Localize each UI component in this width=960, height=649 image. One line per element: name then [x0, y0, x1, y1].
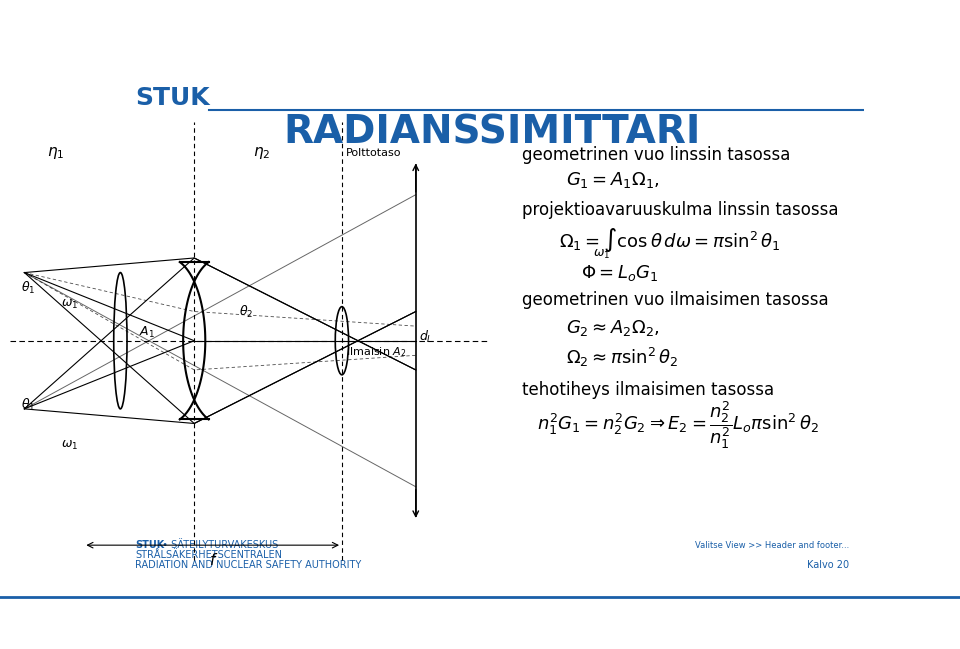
Text: $\theta_2$: $\theta_2$ [238, 304, 252, 321]
Text: $\omega_1$: $\omega_1$ [61, 298, 79, 311]
Text: RADIANSSIMITTARI: RADIANSSIMITTARI [283, 114, 701, 152]
Text: STUK: STUK [134, 86, 209, 110]
Text: STRÅLSÄKERHETSCENTRALEN: STRÅLSÄKERHETSCENTRALEN [134, 550, 282, 560]
Text: $\omega_1$: $\omega_1$ [593, 248, 611, 261]
Text: $\theta_1$: $\theta_1$ [21, 280, 36, 296]
Text: Polttotaso: Polttotaso [346, 148, 401, 158]
Text: STUK: STUK [134, 540, 164, 550]
Text: $\eta_2$: $\eta_2$ [253, 145, 271, 161]
Text: Valitse View >> Header and footer...: Valitse View >> Header and footer... [695, 541, 849, 550]
Text: $\omega_1$: $\omega_1$ [61, 439, 79, 452]
Text: $f$: $f$ [209, 552, 218, 568]
Text: geometrinen vuo linssin tasossa: geometrinen vuo linssin tasossa [522, 146, 790, 164]
Text: $d_L$: $d_L$ [420, 329, 434, 345]
Text: $\Phi = L_o G_1$: $\Phi = L_o G_1$ [581, 263, 659, 283]
Text: projektioavaruuskulma linssin tasossa: projektioavaruuskulma linssin tasossa [522, 201, 838, 219]
Text: Kalvo 20: Kalvo 20 [807, 560, 849, 570]
Text: RADIATION AND NUCLEAR SAFETY AUTHORITY: RADIATION AND NUCLEAR SAFETY AUTHORITY [134, 560, 361, 570]
Text: $n_1^2 G_1 = n_2^2 G_2 \Rightarrow E_2 = \dfrac{n_2^2}{n_1^2} L_o\pi\sin^2\theta: $n_1^2 G_1 = n_2^2 G_2 \Rightarrow E_2 =… [537, 399, 819, 451]
Text: tehotiheys ilmaisimen tasossa: tehotiheys ilmaisimen tasossa [522, 381, 774, 399]
Text: $\eta_1$: $\eta_1$ [46, 145, 64, 161]
Text: $\theta_1$: $\theta_1$ [21, 397, 36, 413]
Text: • SÄTEILYTURVAKESKUS: • SÄTEILYTURVAKESKUS [158, 540, 278, 550]
Text: $\Omega_2 \approx \pi\sin^2\theta_2$: $\Omega_2 \approx \pi\sin^2\theta_2$ [566, 346, 679, 369]
Text: $\Omega_1 = \int\cos\theta\,d\omega = \pi\sin^2\theta_1$: $\Omega_1 = \int\cos\theta\,d\omega = \p… [559, 227, 780, 254]
Text: Ilmaisin $A_2$: Ilmaisin $A_2$ [346, 345, 406, 359]
Text: $G_2 \approx A_2\Omega_2,$: $G_2 \approx A_2\Omega_2,$ [566, 318, 660, 337]
Text: geometrinen vuo ilmaisimen tasossa: geometrinen vuo ilmaisimen tasossa [522, 291, 828, 310]
Text: $A_1$: $A_1$ [139, 325, 155, 340]
Text: $G_1 = A_1\Omega_1,$: $G_1 = A_1\Omega_1,$ [566, 170, 660, 190]
